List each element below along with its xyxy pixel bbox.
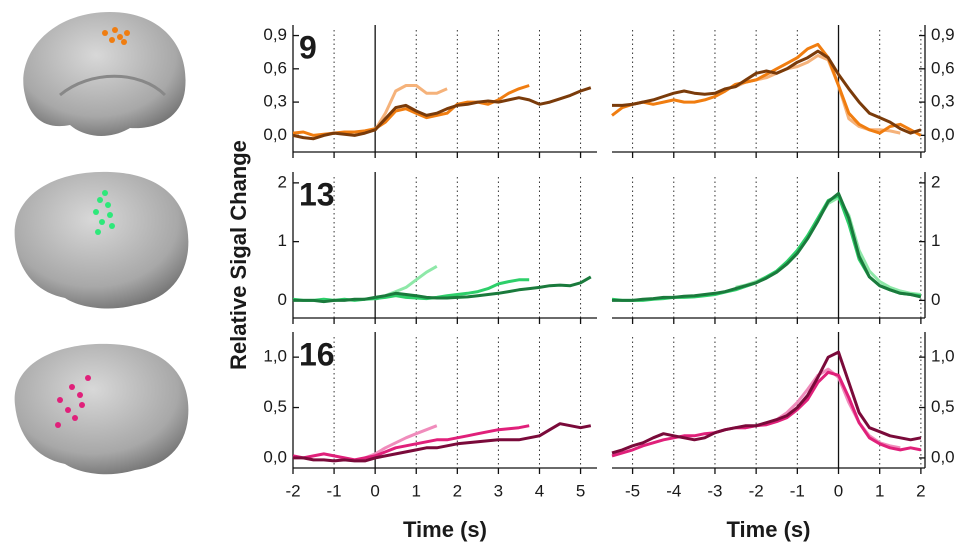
- data-line: [373, 84, 448, 131]
- y-tick-label: 0,3: [263, 92, 287, 111]
- data-line: [611, 370, 922, 458]
- x-tick-label: 3: [494, 481, 503, 500]
- panel-label: 16: [299, 336, 335, 372]
- x-tick-label: -4: [666, 481, 681, 500]
- panel-label: 9: [299, 29, 317, 65]
- data-line: [364, 424, 438, 460]
- data-line: [612, 191, 922, 302]
- brain-fold: [59, 74, 167, 97]
- y-tick-label: 0,0: [263, 125, 287, 144]
- y-tick-label: 1,0: [263, 347, 287, 366]
- brain-medial: [23, 12, 186, 136]
- brain-lateral: [14, 343, 189, 475]
- x-tick-label: -3: [707, 481, 722, 500]
- brain-images: [14, 12, 189, 475]
- brain-dots: [55, 375, 91, 428]
- x-tick-label: 1: [875, 481, 884, 500]
- data-line: [293, 422, 592, 463]
- data-line: [293, 275, 592, 304]
- x-tick-label: -5: [625, 481, 640, 500]
- y-axis-label: Relative Sigal Change: [226, 140, 251, 370]
- y-tick-label: 1: [931, 231, 940, 250]
- brain-dots: [93, 190, 115, 235]
- data-line: [292, 86, 592, 141]
- data-line: [611, 350, 922, 455]
- y-tick-label: 2: [931, 172, 940, 191]
- data-line: [611, 42, 922, 137]
- brain-lateral: [14, 171, 189, 309]
- x-tick-label: 0: [834, 481, 843, 500]
- y-tick-label: 0,6: [263, 58, 287, 77]
- data-line: [611, 194, 922, 302]
- x-axis-label: Time (s): [727, 517, 811, 542]
- data-line: [612, 49, 922, 135]
- x-tick-label: 1: [412, 481, 421, 500]
- data-line: [734, 54, 901, 135]
- x-tick-label: -2: [749, 481, 764, 500]
- x-tick-label: 4: [535, 481, 544, 500]
- y-tick-label: 0,5: [263, 397, 287, 416]
- x-tick-label: -2: [285, 481, 300, 500]
- y-tick-label: 1,0: [931, 347, 955, 366]
- x-tick-label: 2: [453, 481, 462, 500]
- y-tick-label: 0,5: [931, 397, 955, 416]
- y-tick-label: 0,3: [931, 92, 955, 111]
- y-tick-label: 0,0: [931, 125, 955, 144]
- y-tick-label: 2: [278, 172, 287, 191]
- y-tick-label: 0: [278, 290, 287, 309]
- x-axis-label: Time (s): [403, 517, 487, 542]
- data-line: [292, 84, 530, 137]
- x-tick-label: -1: [790, 481, 805, 500]
- y-tick-label: 0,0: [931, 447, 955, 466]
- y-tick-label: 0,6: [931, 58, 955, 77]
- x-tick-label: 2: [916, 481, 925, 500]
- y-tick-label: 0,9: [931, 25, 955, 44]
- y-tick-label: 0,9: [263, 25, 287, 44]
- y-tick-label: 0: [931, 290, 940, 309]
- x-tick-label: 0: [370, 481, 379, 500]
- y-tick-label: 1: [278, 231, 287, 250]
- data-line: [292, 424, 530, 462]
- panel-label: 13: [299, 176, 335, 212]
- brain-dots: [102, 27, 130, 45]
- x-tick-label: -1: [327, 481, 342, 500]
- y-tick-label: 0,0: [263, 447, 287, 466]
- x-tick-label: 5: [576, 481, 585, 500]
